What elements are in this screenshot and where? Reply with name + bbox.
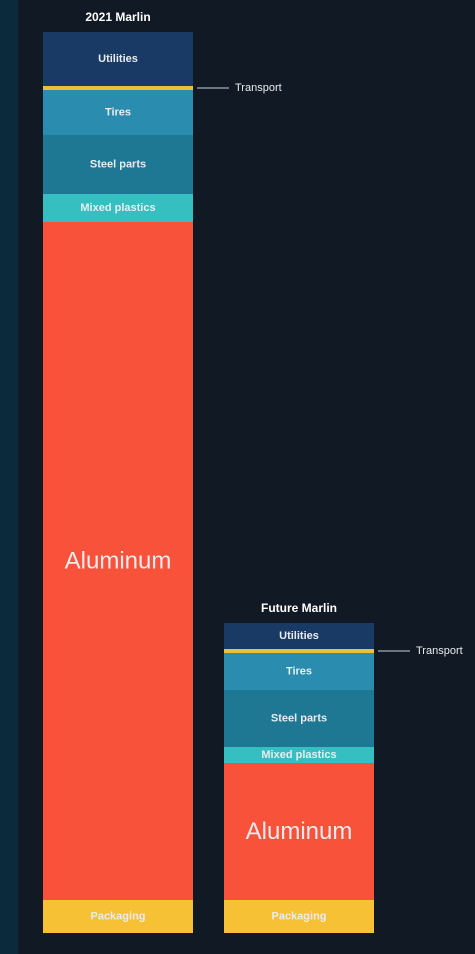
segment-label-mixed-plastics-future-marlin: Mixed plastics	[261, 749, 336, 761]
bar-segment-steel-parts-2021-marlin	[43, 135, 193, 194]
segment-label-utilities-2021-marlin: Utilities	[98, 53, 138, 65]
segment-label-tires-future-marlin: Tires	[286, 666, 312, 678]
bar-segment-utilities-2021-marlin	[43, 32, 193, 86]
bar-segment-mixed-plastics-2021-marlin	[43, 194, 193, 222]
segment-label-tires-2021-marlin: Tires	[105, 107, 131, 119]
bar-segment-transport-2021-marlin	[43, 86, 193, 90]
segment-label-utilities-future-marlin: Utilities	[279, 630, 319, 642]
callout-label-transport-2021-marlin: Transport	[235, 82, 282, 94]
callout-label-transport-future-marlin: Transport	[416, 645, 463, 657]
bar-segment-tires-future-marlin	[224, 653, 374, 690]
bar-segment-transport-future-marlin	[224, 649, 374, 653]
segment-label-mixed-plastics-2021-marlin: Mixed plastics	[80, 202, 155, 214]
segment-label-aluminum-2021-marlin: Aluminum	[65, 548, 172, 575]
category-label-2021-marlin: 2021 Marlin	[85, 10, 150, 24]
segment-label-steel-parts-future-marlin: Steel parts	[271, 713, 327, 725]
category-label-future-marlin: Future Marlin	[261, 601, 337, 615]
segment-label-steel-parts-2021-marlin: Steel parts	[90, 159, 146, 171]
bar-segment-utilities-future-marlin	[224, 623, 374, 649]
bar-segment-aluminum-2021-marlin	[43, 222, 193, 900]
bar-segment-packaging-future-marlin	[224, 900, 374, 933]
segment-label-packaging-future-marlin: Packaging	[271, 911, 326, 923]
labels-layer: Packaging Aluminum Mixed plastics Steel par…	[65, 10, 463, 923]
bar-segment-tires-2021-marlin	[43, 90, 193, 135]
bar-segment-mixed-plastics-future-marlin	[224, 747, 374, 763]
bar-segment-packaging-2021-marlin	[43, 900, 193, 933]
bar-segment-aluminum-future-marlin	[224, 763, 374, 900]
left-edge-strip	[0, 0, 18, 954]
segment-label-aluminum-future-marlin: Aluminum	[246, 818, 353, 845]
segment-label-packaging-2021-marlin: Packaging	[90, 911, 145, 923]
bar-segment-steel-parts-future-marlin	[224, 690, 374, 747]
bars-layer	[43, 32, 374, 933]
